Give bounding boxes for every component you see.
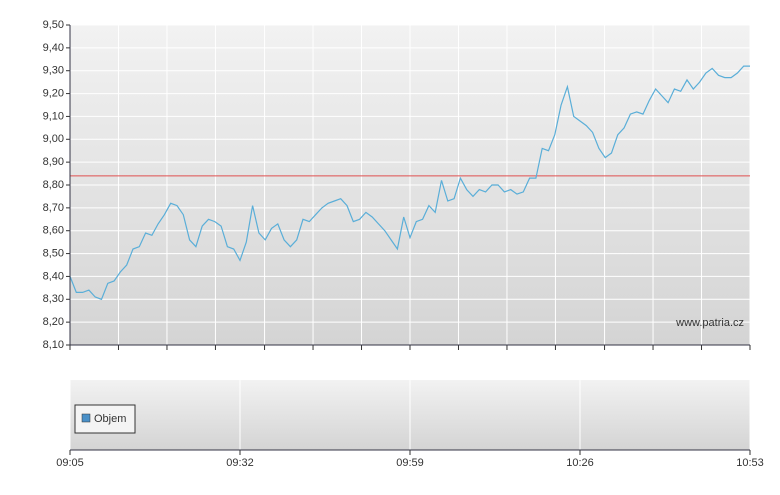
legend-box [74, 404, 136, 434]
x-tick-label: 10:26 [566, 457, 594, 469]
y-tick-label: 8,80 [43, 179, 64, 191]
y-tick-label: 8,40 [43, 270, 64, 282]
legend-label: Objem [94, 413, 126, 425]
y-tick-label: 8,60 [43, 225, 64, 237]
y-tick-label: 8,90 [43, 156, 64, 168]
y-tick-label: 9,10 [43, 110, 64, 122]
x-tick-label: 10:53 [736, 457, 764, 469]
y-tick-label: 8,10 [43, 339, 64, 351]
y-tick-label: 8,20 [43, 316, 64, 328]
y-tick-label: 8,70 [43, 202, 64, 214]
watermark: www.patria.cz [675, 317, 744, 329]
x-tick-label: 09:32 [226, 457, 254, 469]
y-tick-label: 8,50 [43, 247, 64, 259]
y-tick-label: 9,00 [43, 133, 64, 145]
y-tick-label: 9,40 [43, 42, 64, 54]
y-tick-label: 9,50 [43, 19, 64, 31]
legend-swatch [81, 413, 91, 423]
y-tick-label: 8,30 [43, 293, 64, 305]
y-tick-label: 9,30 [43, 65, 64, 77]
x-tick-label: 09:59 [396, 457, 424, 469]
price-line [69, 65, 750, 301]
y-tick-label: 9,20 [43, 87, 64, 99]
x-tick-label: 09:05 [56, 457, 84, 469]
